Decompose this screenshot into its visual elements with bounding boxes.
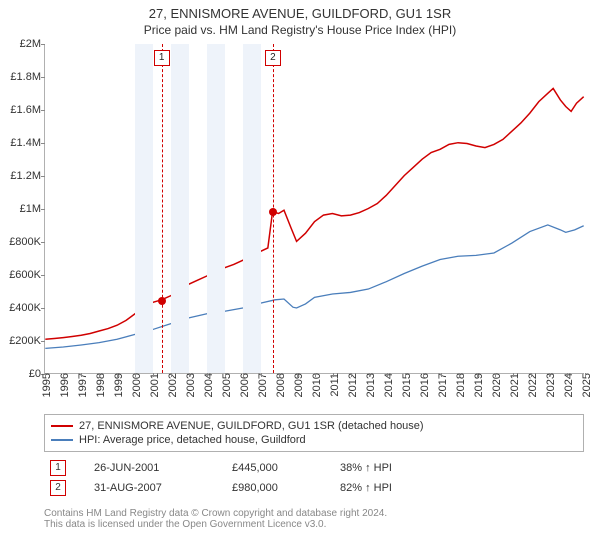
sale-point — [269, 208, 277, 216]
line-series-svg — [45, 44, 584, 373]
x-tick-mark — [459, 373, 460, 377]
x-tick-mark — [441, 373, 442, 377]
legend: 27, ENNISMORE AVENUE, GUILDFORD, GU1 1SR… — [44, 414, 584, 452]
legend-label: 27, ENNISMORE AVENUE, GUILDFORD, GU1 1SR… — [79, 420, 424, 432]
plot-area: £0£200K£400K£600K£800K£1M£1.2M£1.4M£1.6M… — [44, 44, 584, 374]
legend-swatch — [51, 425, 73, 427]
shaded-band — [171, 44, 189, 373]
x-tick-mark — [585, 373, 586, 377]
chart-subtitle: Price paid vs. HM Land Registry's House … — [0, 21, 600, 41]
y-tick-mark — [41, 143, 45, 144]
x-tick-mark — [423, 373, 424, 377]
y-tick-mark — [41, 176, 45, 177]
sale-date: 26-JUN-2001 — [94, 462, 204, 474]
legend-row: HPI: Average price, detached house, Guil… — [51, 433, 577, 447]
shaded-band — [243, 44, 261, 373]
x-tick-mark — [297, 373, 298, 377]
footer-line1: Contains HM Land Registry data © Crown c… — [44, 508, 387, 519]
y-tick-label: £1.8M — [10, 71, 45, 83]
x-tick-mark — [261, 373, 262, 377]
y-tick-label: £1.6M — [10, 104, 45, 116]
y-tick-mark — [41, 341, 45, 342]
y-tick-mark — [41, 110, 45, 111]
sale-marker-box: 1 — [154, 50, 170, 66]
x-tick-mark — [405, 373, 406, 377]
x-tick-mark — [513, 373, 514, 377]
sale-point — [158, 297, 166, 305]
x-tick-mark — [477, 373, 478, 377]
x-tick-mark — [315, 373, 316, 377]
y-tick-label: £1.4M — [10, 137, 45, 149]
y-tick-mark — [41, 44, 45, 45]
y-tick-mark — [41, 209, 45, 210]
footer-line2: This data is licensed under the Open Gov… — [44, 519, 387, 530]
series-line — [45, 88, 583, 339]
sale-date: 31-AUG-2007 — [94, 482, 204, 494]
sale-hpi: 82% ↑ HPI — [340, 482, 420, 494]
chart-title: 27, ENNISMORE AVENUE, GUILDFORD, GU1 1SR — [0, 0, 600, 21]
sale-row-marker: 1 — [50, 460, 66, 476]
x-tick-mark — [117, 373, 118, 377]
legend-row: 27, ENNISMORE AVENUE, GUILDFORD, GU1 1SR… — [51, 419, 577, 433]
x-tick-mark — [549, 373, 550, 377]
chart-container: { "title": "27, ENNISMORE AVENUE, GUILDF… — [0, 0, 600, 560]
y-tick-label: £800K — [9, 236, 45, 248]
legend-swatch — [51, 439, 73, 441]
sale-hpi: 38% ↑ HPI — [340, 462, 420, 474]
x-tick-mark — [135, 373, 136, 377]
series-line — [45, 225, 583, 348]
x-tick-mark — [189, 373, 190, 377]
x-tick-mark — [387, 373, 388, 377]
sales-table: 1 26-JUN-2001 £445,000 38% ↑ HPI 2 31-AUG-200… — [50, 458, 420, 498]
footer-attribution: Contains HM Land Registry data © Crown c… — [44, 508, 387, 530]
x-tick-mark — [153, 373, 154, 377]
x-tick-mark — [333, 373, 334, 377]
x-tick-mark — [63, 373, 64, 377]
x-tick-mark — [369, 373, 370, 377]
x-tick-mark — [207, 373, 208, 377]
shaded-band — [135, 44, 153, 373]
sale-row: 2 31-AUG-2007 £980,000 82% ↑ HPI — [50, 478, 420, 498]
y-tick-label: £400K — [9, 302, 45, 314]
sale-row: 1 26-JUN-2001 £445,000 38% ↑ HPI — [50, 458, 420, 478]
x-tick-mark — [567, 373, 568, 377]
y-tick-mark — [41, 242, 45, 243]
x-tick-mark — [243, 373, 244, 377]
shaded-band — [207, 44, 225, 373]
y-tick-label: £600K — [9, 269, 45, 281]
y-tick-mark — [41, 275, 45, 276]
sale-price: £445,000 — [232, 462, 312, 474]
y-tick-mark — [41, 77, 45, 78]
sale-marker-line — [162, 44, 163, 373]
x-tick-mark — [99, 373, 100, 377]
y-tick-mark — [41, 308, 45, 309]
x-tick-mark — [81, 373, 82, 377]
legend-label: HPI: Average price, detached house, Guil… — [79, 434, 306, 446]
x-tick-mark — [45, 373, 46, 377]
x-tick-mark — [495, 373, 496, 377]
sale-row-marker: 2 — [50, 480, 66, 496]
y-tick-label: £1.2M — [10, 170, 45, 182]
x-tick-mark — [225, 373, 226, 377]
x-tick-mark — [279, 373, 280, 377]
x-tick-mark — [171, 373, 172, 377]
sale-price: £980,000 — [232, 482, 312, 494]
y-tick-label: £200K — [9, 335, 45, 347]
x-tick-mark — [531, 373, 532, 377]
sale-marker-box: 2 — [265, 50, 281, 66]
x-tick-mark — [351, 373, 352, 377]
